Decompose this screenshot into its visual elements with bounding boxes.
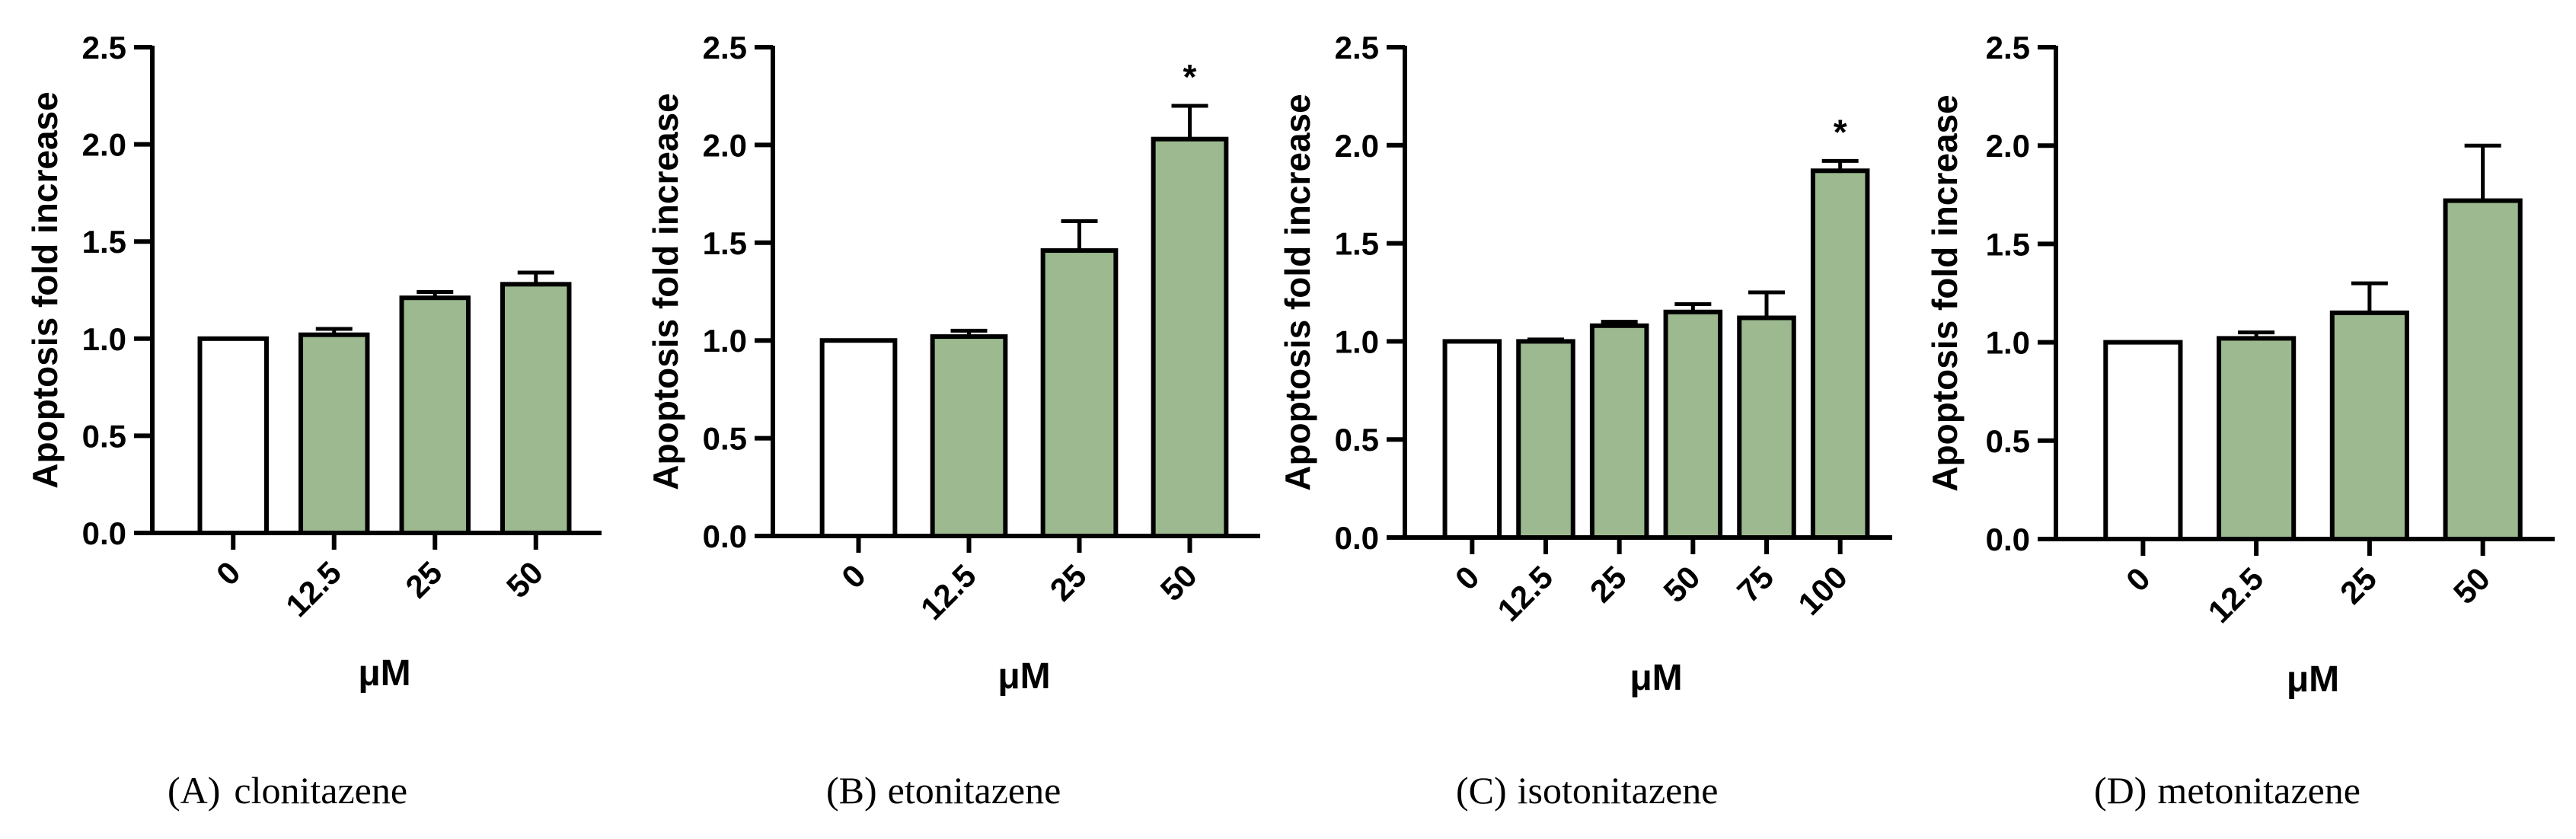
y-tick-label: 1.5 bbox=[703, 225, 747, 261]
x-tick-label: 100 bbox=[1791, 559, 1854, 622]
x-tick-label: 0 bbox=[2119, 560, 2157, 598]
y-tick-label: 0.5 bbox=[1986, 423, 2030, 459]
y-tick-label: 0.5 bbox=[703, 421, 747, 457]
bar bbox=[2103, 340, 2183, 541]
y-tick-label: 2.5 bbox=[1986, 30, 2030, 65]
caption-compound: metonitazene bbox=[2157, 769, 2361, 812]
x-tick-label: 0 bbox=[1448, 559, 1486, 597]
x-axis-title: μM bbox=[2287, 659, 2339, 700]
caption-label: (D) bbox=[2094, 769, 2147, 812]
bar bbox=[1516, 339, 1575, 540]
x-tick-label: 25 bbox=[1043, 557, 1093, 608]
bar bbox=[930, 334, 1008, 538]
bar bbox=[1589, 323, 1649, 540]
bar bbox=[819, 338, 898, 538]
panel-c: 0.0 0.5 1.0 1.5 2.0 2.5 Apoptosis fold increas… bbox=[1278, 30, 1892, 812]
x-axis-title: μM bbox=[358, 653, 410, 694]
bar bbox=[298, 332, 370, 535]
y-tick-label: 2.5 bbox=[82, 30, 126, 65]
x-tick-label: 12.5 bbox=[2201, 560, 2270, 630]
y-tick-label: 1.0 bbox=[703, 323, 747, 359]
y-axis-title: Apoptosis fold increase bbox=[646, 93, 685, 490]
panel-b: 0.0 0.5 1.0 1.5 2.0 2.5 Apoptosis fold increas… bbox=[646, 30, 1260, 812]
bar bbox=[500, 282, 572, 535]
caption-label: (C) bbox=[1456, 769, 1507, 812]
panel-a: 0.0 0.5 1.0 1.5 2.0 2.5 Apoptosis fold increas… bbox=[25, 30, 602, 812]
y-tick-label: 1.0 bbox=[1335, 324, 1379, 359]
y-tick-label: 1.0 bbox=[1986, 325, 2030, 361]
y-axis-title: Apoptosis fold increase bbox=[1278, 94, 1317, 490]
bar bbox=[1663, 309, 1723, 540]
bar bbox=[1442, 339, 1502, 540]
y-tick-label: 1.0 bbox=[82, 321, 126, 357]
x-tick-label: 12.5 bbox=[1490, 559, 1559, 628]
caption-compound: clonitazene bbox=[234, 769, 407, 812]
panel-caption: (A) clonitazene bbox=[168, 769, 407, 812]
x-tick-label: 12.5 bbox=[914, 557, 983, 627]
y-tick-label: 2.5 bbox=[703, 30, 747, 65]
significance-marker: * bbox=[1183, 57, 1197, 97]
y-tick-label: 0.0 bbox=[82, 515, 126, 551]
x-axis-title: μM bbox=[1630, 658, 1682, 698]
bar bbox=[1810, 168, 1870, 540]
x-tick-label: 12.5 bbox=[279, 554, 348, 624]
significance-marker: * bbox=[1834, 112, 1847, 152]
y-tick-label: 1.5 bbox=[82, 224, 126, 260]
y-axis-title: Apoptosis fold increase bbox=[25, 91, 65, 488]
x-axis-title: μM bbox=[998, 656, 1050, 697]
y-tick-label: 2.0 bbox=[82, 127, 126, 163]
caption-compound: etonitazene bbox=[888, 769, 1061, 812]
y-axis-title: Apoptosis fold increase bbox=[1925, 94, 1965, 491]
y-tick-label: 2.0 bbox=[1335, 128, 1379, 164]
y-tick-label: 0.0 bbox=[1986, 522, 2030, 557]
caption-compound: isotonitazene bbox=[1518, 769, 1719, 812]
x-tick-label: 25 bbox=[2333, 560, 2383, 611]
y-tick-label: 0.5 bbox=[82, 418, 126, 454]
y-tick-label: 0.0 bbox=[703, 518, 747, 554]
x-tick-label: 50 bbox=[500, 554, 550, 605]
bar bbox=[1151, 136, 1229, 539]
x-tick-label: 50 bbox=[1154, 557, 1204, 608]
y-tick-label: 2.0 bbox=[703, 127, 747, 163]
bar bbox=[2443, 198, 2523, 541]
x-tick-label: 75 bbox=[1730, 559, 1780, 609]
x-tick-label: 25 bbox=[398, 554, 448, 605]
x-tick-label: 25 bbox=[1583, 559, 1633, 609]
x-tick-label: 50 bbox=[1656, 559, 1706, 609]
bar bbox=[399, 295, 471, 535]
panel-d: 0.0 0.5 1.0 1.5 2.0 2.5 Apoptosis fold increas… bbox=[1925, 30, 2555, 812]
panel-caption: (D) metonitazene bbox=[2094, 769, 2361, 812]
x-tick-label: 0 bbox=[835, 557, 873, 595]
caption-label: (A) bbox=[168, 769, 220, 812]
bar bbox=[2329, 310, 2409, 541]
x-tick-label: 0 bbox=[209, 554, 247, 592]
bar bbox=[2217, 336, 2297, 541]
panel-caption: (B) etonitazene bbox=[826, 769, 1061, 812]
bar bbox=[1737, 315, 1796, 540]
bar bbox=[1040, 248, 1119, 538]
y-tick-label: 0.0 bbox=[1335, 520, 1379, 556]
bar bbox=[197, 336, 269, 535]
caption-label: (B) bbox=[826, 769, 877, 812]
x-tick-label: 50 bbox=[2447, 560, 2497, 611]
panel-caption: (C) isotonitazene bbox=[1456, 769, 1718, 812]
y-tick-label: 2.5 bbox=[1335, 30, 1379, 65]
y-tick-label: 0.5 bbox=[1335, 422, 1379, 458]
y-tick-label: 1.5 bbox=[1335, 226, 1379, 262]
y-tick-label: 2.0 bbox=[1986, 128, 2030, 164]
y-tick-label: 1.5 bbox=[1986, 226, 2030, 262]
